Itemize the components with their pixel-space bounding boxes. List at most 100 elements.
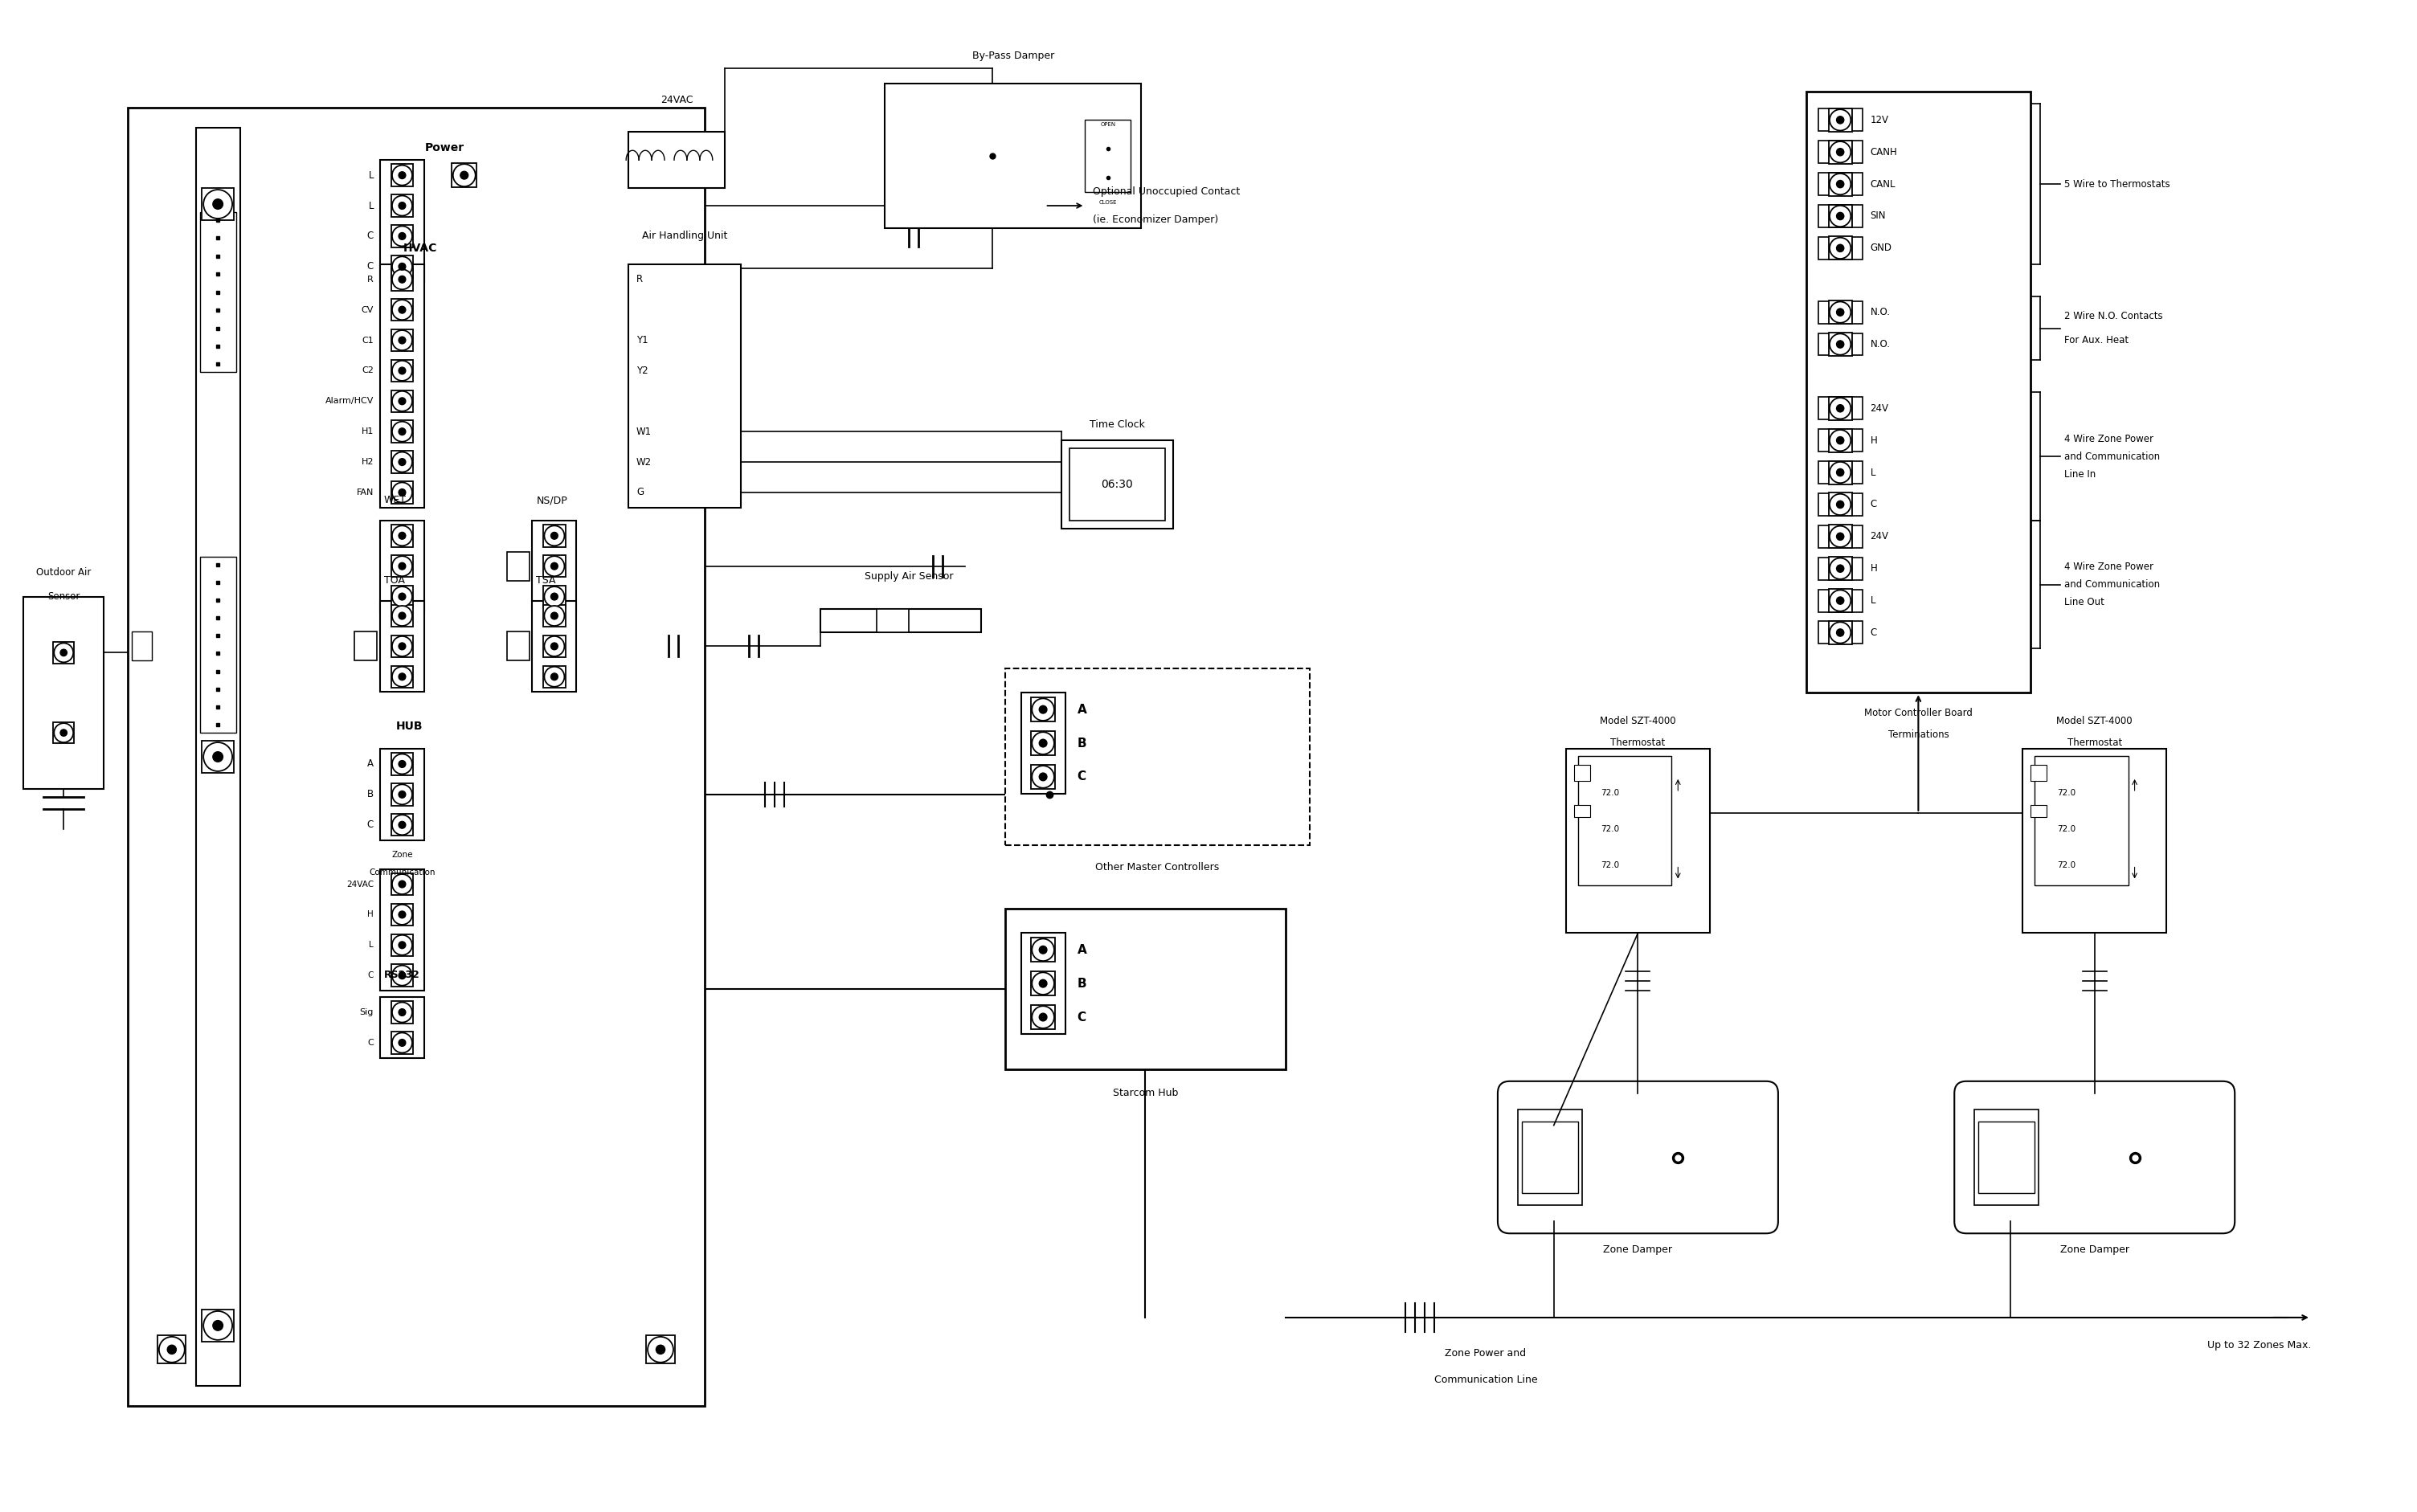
Circle shape <box>392 392 413 411</box>
Bar <box>53 723 75 744</box>
Circle shape <box>392 1002 413 1022</box>
Circle shape <box>399 643 406 650</box>
Text: HUB: HUB <box>396 721 423 732</box>
Bar <box>1830 141 1851 163</box>
Bar <box>1818 621 1861 644</box>
Text: Zone: Zone <box>392 851 413 859</box>
Circle shape <box>60 649 68 656</box>
Bar <box>1818 237 1861 260</box>
Circle shape <box>1837 340 1844 348</box>
Circle shape <box>160 1337 184 1362</box>
Bar <box>532 520 575 612</box>
Bar <box>392 330 413 351</box>
Text: Motor Controller Board: Motor Controller Board <box>1864 708 1972 718</box>
Text: 24VAC: 24VAC <box>346 880 375 888</box>
Circle shape <box>1837 405 1844 413</box>
Text: H2: H2 <box>360 458 375 466</box>
Text: GND: GND <box>1871 243 1893 254</box>
Bar <box>1818 141 1861 163</box>
Circle shape <box>1032 765 1054 788</box>
Text: A: A <box>1078 703 1088 715</box>
Bar <box>1830 621 1851 644</box>
Text: C1: C1 <box>363 336 375 345</box>
Circle shape <box>392 195 413 216</box>
Bar <box>201 212 237 372</box>
Bar <box>392 813 413 836</box>
Text: For Aux. Heat: For Aux. Heat <box>2064 336 2129 345</box>
Bar <box>379 996 423 1058</box>
Text: C: C <box>367 262 375 272</box>
Bar <box>392 904 413 925</box>
Text: W1: W1 <box>636 426 653 437</box>
Text: RS232: RS232 <box>384 969 421 980</box>
Text: Sensor: Sensor <box>48 591 80 602</box>
Text: H: H <box>1871 435 1878 446</box>
Circle shape <box>551 532 558 540</box>
Circle shape <box>1837 469 1844 476</box>
Bar <box>1020 933 1066 1034</box>
Text: Y2: Y2 <box>636 366 648 376</box>
Bar <box>1818 590 1861 612</box>
Bar <box>379 160 423 281</box>
Circle shape <box>399 612 406 620</box>
Circle shape <box>53 643 73 662</box>
Circle shape <box>399 942 406 948</box>
Text: C2: C2 <box>363 367 375 375</box>
Bar <box>1830 396 1851 420</box>
Circle shape <box>399 532 406 540</box>
Text: 5 Wire to Thermostats: 5 Wire to Thermostats <box>2064 178 2170 189</box>
Bar <box>1830 556 1851 581</box>
Circle shape <box>392 165 413 186</box>
Circle shape <box>392 966 413 986</box>
Circle shape <box>1039 980 1047 987</box>
Circle shape <box>1837 245 1844 253</box>
Text: Terminations: Terminations <box>1888 729 1948 739</box>
Text: 12V: 12V <box>1871 115 1888 125</box>
Text: W2: W2 <box>636 457 653 467</box>
Bar <box>1830 493 1851 516</box>
Circle shape <box>544 526 566 546</box>
Circle shape <box>399 821 406 829</box>
Text: 72.0: 72.0 <box>1600 789 1619 797</box>
Bar <box>508 632 529 661</box>
Bar <box>1830 590 1851 612</box>
Bar <box>379 748 423 841</box>
Bar <box>1030 1005 1056 1030</box>
Bar <box>1975 1110 2038 1205</box>
Text: R: R <box>636 274 643 284</box>
Circle shape <box>392 526 413 546</box>
Circle shape <box>1032 939 1054 962</box>
Bar <box>392 420 413 443</box>
Circle shape <box>392 556 413 576</box>
Bar <box>2035 756 2129 885</box>
Text: CANL: CANL <box>1871 178 1895 189</box>
Text: Communication Line: Communication Line <box>1433 1374 1537 1385</box>
Bar <box>203 1309 234 1341</box>
Circle shape <box>399 562 406 570</box>
Text: Line Out: Line Out <box>2064 597 2105 608</box>
Circle shape <box>203 1311 232 1340</box>
Circle shape <box>392 667 413 686</box>
Circle shape <box>399 761 406 768</box>
Text: Supply Air Sensor: Supply Air Sensor <box>865 572 952 582</box>
Text: 06:30: 06:30 <box>1102 479 1134 490</box>
Circle shape <box>392 227 413 246</box>
Text: C: C <box>367 1039 375 1046</box>
Bar <box>392 268 413 290</box>
Bar <box>355 632 377 661</box>
Text: Zone Power and: Zone Power and <box>1445 1349 1525 1359</box>
Text: B: B <box>367 789 375 800</box>
Circle shape <box>452 163 476 186</box>
Circle shape <box>1039 947 1047 954</box>
Circle shape <box>399 203 406 209</box>
Bar <box>1818 109 1861 132</box>
Circle shape <box>399 398 406 405</box>
Bar <box>1030 971 1056 996</box>
Text: Starcom Hub: Starcom Hub <box>1112 1089 1177 1098</box>
Bar <box>1818 172 1861 195</box>
Text: FAN: FAN <box>358 488 375 496</box>
Bar <box>1030 697 1056 721</box>
Circle shape <box>1837 180 1844 187</box>
Circle shape <box>544 606 566 626</box>
Text: 24VAC: 24VAC <box>660 95 694 106</box>
